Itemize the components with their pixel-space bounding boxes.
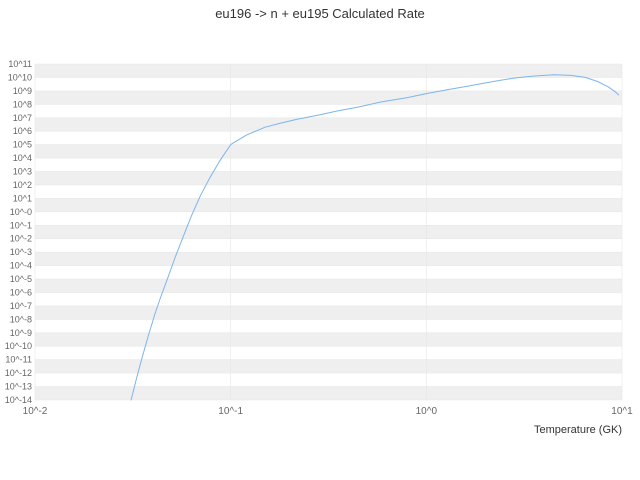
y-tick-label: 10^-14 xyxy=(5,395,32,405)
y-tick-label: 10^-5 xyxy=(10,274,32,284)
x-tick-label: 10^-2 xyxy=(23,406,48,417)
grid-band xyxy=(35,144,622,159)
grid-band xyxy=(35,252,622,266)
y-tick-label: 10^2 xyxy=(13,180,32,190)
grid-band xyxy=(35,305,622,320)
grid-band xyxy=(35,171,622,185)
y-tick-label: 10^1 xyxy=(13,193,32,203)
grid-band xyxy=(35,386,622,400)
y-tick-label: 10^-6 xyxy=(10,287,32,297)
y-tick-label: 10^11 xyxy=(8,59,32,69)
y-tick-label: 10^10 xyxy=(8,72,32,82)
y-tick-label: 10^-1 xyxy=(10,220,32,230)
x-tick-label: 10^1 xyxy=(611,406,633,417)
y-tick-label: 10^-11 xyxy=(5,355,32,365)
y-tick-label: 10^4 xyxy=(13,153,32,163)
grid-band xyxy=(35,90,622,105)
y-tick-label: 10^-7 xyxy=(10,301,32,311)
grid-band xyxy=(35,117,622,132)
y-tick-label: 10^-10 xyxy=(5,341,32,351)
grid-band xyxy=(35,359,622,374)
y-tick-label: 10^-3 xyxy=(10,247,32,257)
rate-line xyxy=(130,74,619,401)
y-tick-label: 10^-0 xyxy=(10,207,32,217)
y-tick-label: 10^-8 xyxy=(10,314,32,324)
y-tick-label: 10^-9 xyxy=(10,328,32,338)
grid-band xyxy=(35,225,622,239)
y-tick-label: 10^6 xyxy=(13,126,32,136)
grid-band xyxy=(35,332,622,347)
y-tick-label: 10^-12 xyxy=(5,368,32,378)
x-tick-label: 10^-1 xyxy=(218,406,243,417)
grid-band xyxy=(35,198,622,212)
y-tick-label: 10^3 xyxy=(13,167,32,177)
grid-band xyxy=(35,279,622,293)
y-tick-label: 10^8 xyxy=(13,99,32,109)
x-axis-title: Temperature (GK) xyxy=(534,424,622,436)
y-tick-label: 10^-4 xyxy=(10,261,32,271)
chart-title: eu196 -> n + eu195 Calculated Rate xyxy=(215,6,425,21)
y-tick-label: 10^5 xyxy=(13,140,32,150)
x-tick-label: 10^0 xyxy=(416,406,438,417)
y-tick-label: 10^7 xyxy=(13,113,32,123)
y-tick-label: 10^9 xyxy=(13,86,32,96)
grid-band xyxy=(35,64,622,78)
y-tick-label: 10^-13 xyxy=(5,382,32,392)
y-tick-label: 10^-2 xyxy=(10,234,32,244)
